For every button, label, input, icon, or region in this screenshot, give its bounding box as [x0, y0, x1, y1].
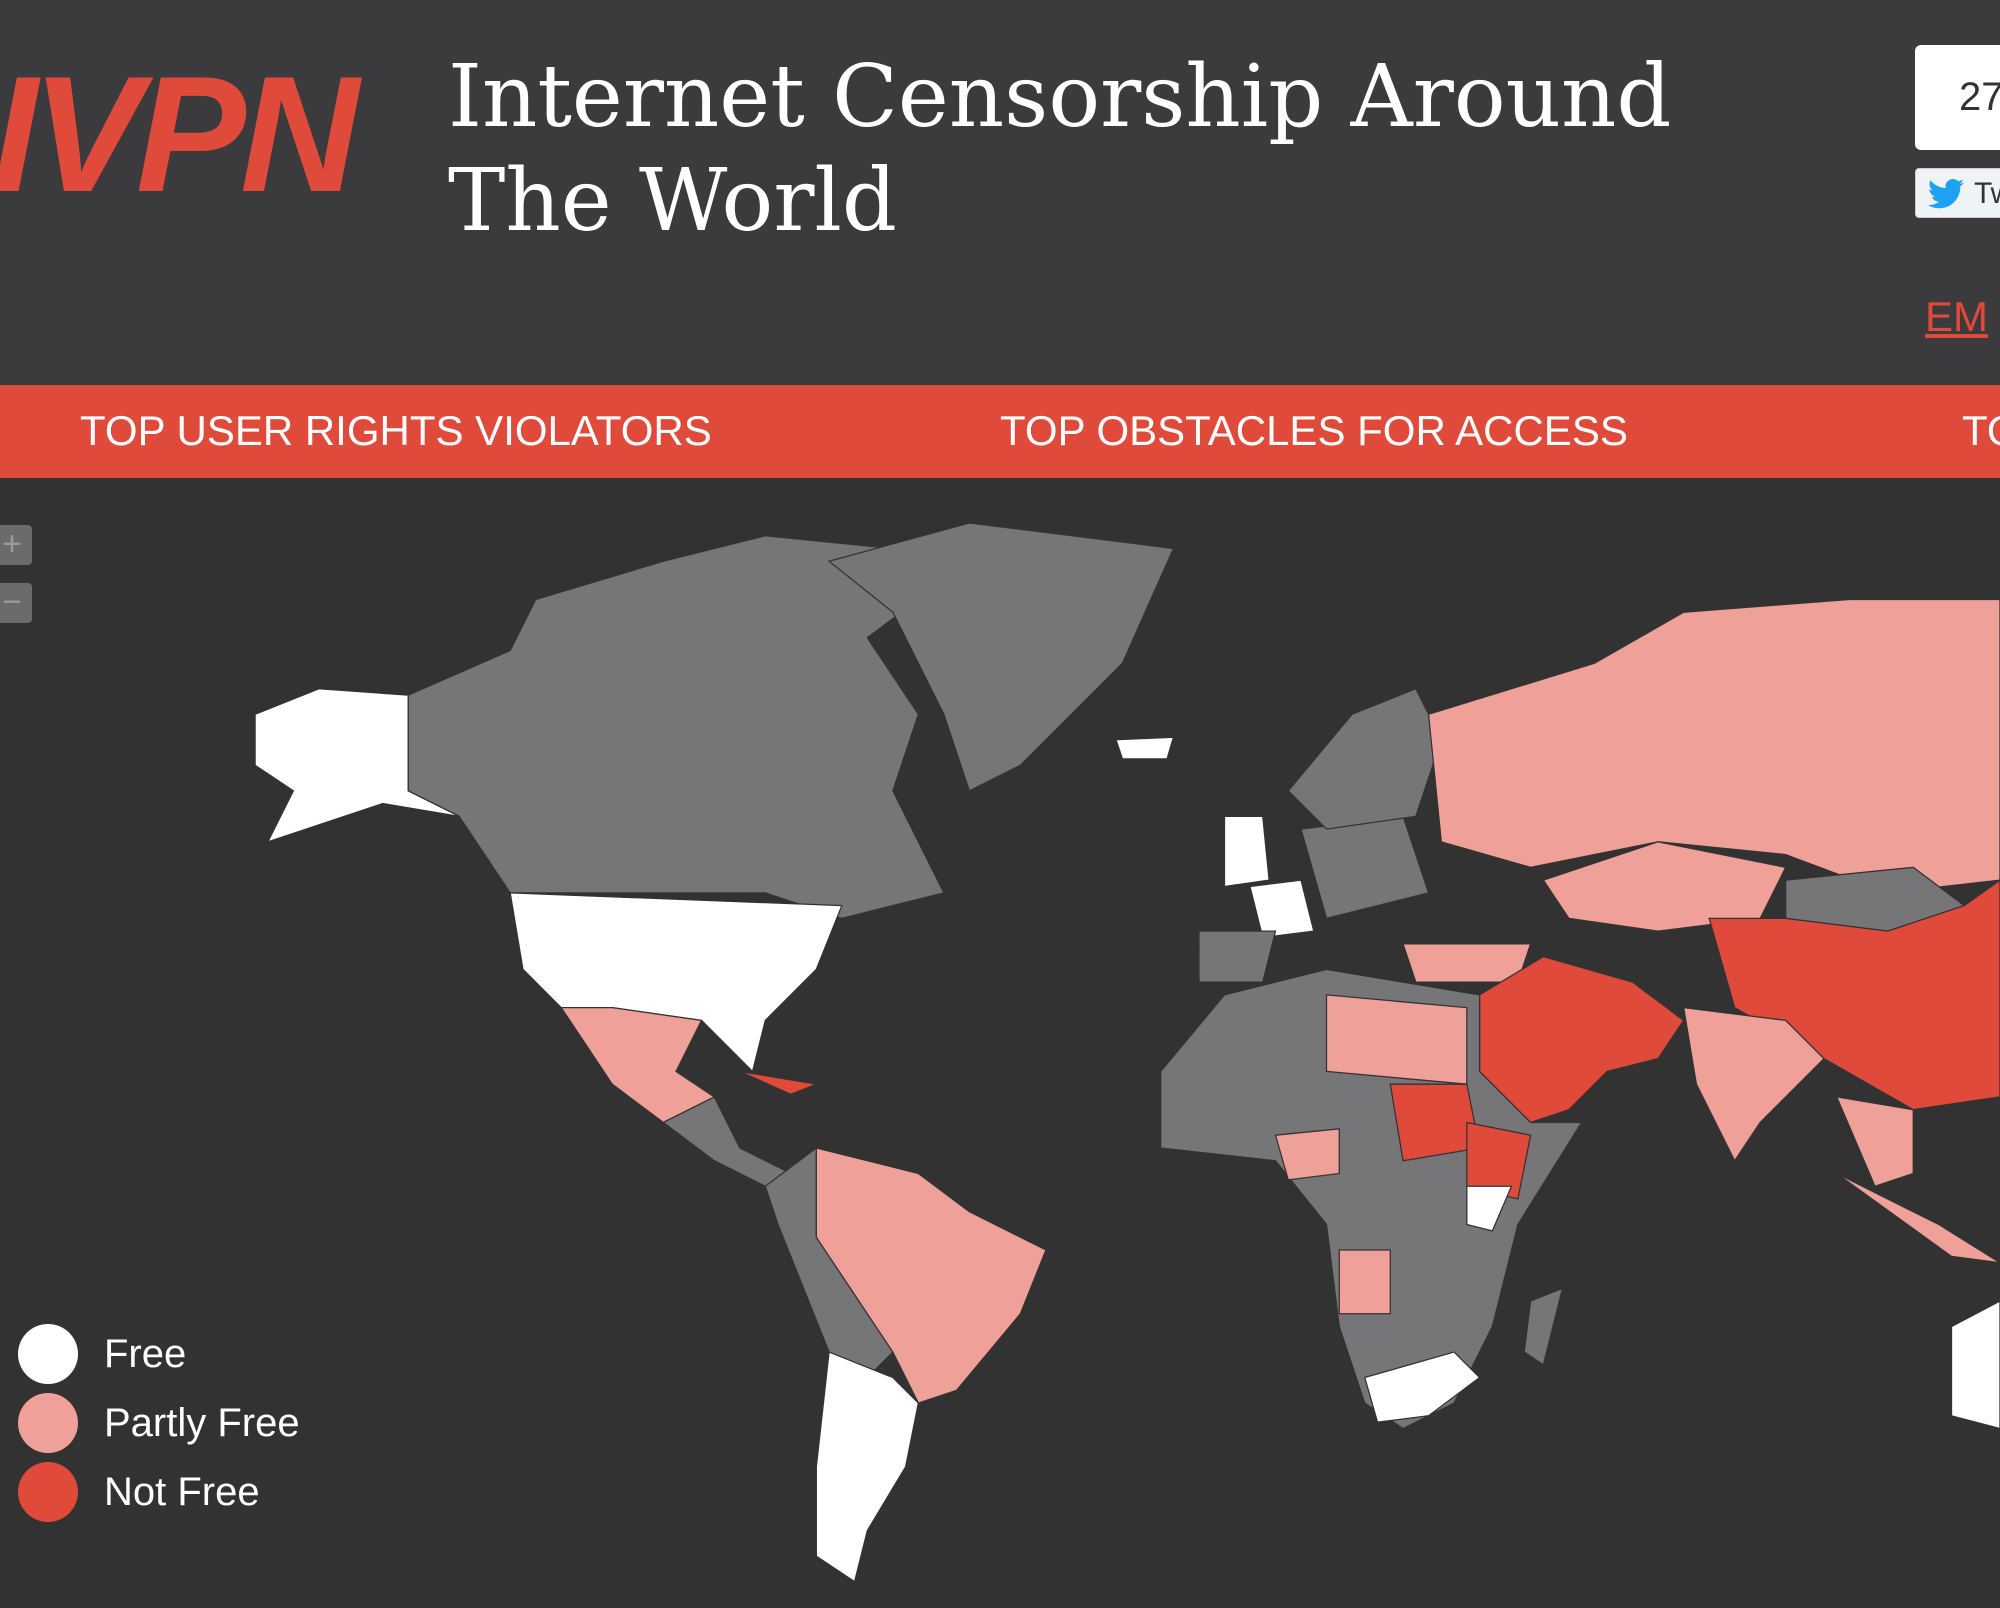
- country[interactable]: [1478, 955, 1685, 1124]
- country[interactable]: [1950, 1300, 2000, 1430]
- nav-link[interactable]: TO: [1962, 407, 2000, 454]
- country[interactable]: [1287, 687, 1443, 830]
- page-title: Internet Censorship Around The World: [448, 47, 1672, 251]
- legend-swatch: [18, 1462, 78, 1522]
- country[interactable]: [560, 1007, 716, 1124]
- country[interactable]: [1160, 968, 1583, 1430]
- country[interactable]: [1198, 930, 1277, 983]
- tweet-button[interactable]: Tw: [1915, 168, 2000, 218]
- zoom-out[interactable]: −: [0, 583, 32, 623]
- legend-label: Partly Free: [104, 1401, 300, 1445]
- country[interactable]: [1115, 736, 1175, 760]
- country[interactable]: [1274, 1128, 1340, 1181]
- share-count[interactable]: 27: [1915, 45, 2000, 150]
- country[interactable]: [1338, 1249, 1391, 1315]
- logo[interactable]: IVPN: [0, 42, 359, 226]
- country[interactable]: [827, 522, 1175, 792]
- nav-link[interactable]: TOP USER RIGHTS VIOLATORS: [80, 407, 712, 454]
- country[interactable]: [1466, 1185, 1513, 1232]
- country[interactable]: [1466, 1121, 1532, 1200]
- email-link[interactable]: EM: [1925, 293, 1988, 340]
- country[interactable]: [1300, 815, 1430, 920]
- country[interactable]: [1223, 815, 1270, 888]
- header: IVPN Internet Censorship Around The Worl…: [0, 0, 2000, 385]
- zoom-in[interactable]: +: [0, 525, 32, 565]
- legend-label: Free: [104, 1332, 187, 1376]
- country[interactable]: [815, 1147, 1047, 1404]
- country[interactable]: [509, 892, 843, 1073]
- country[interactable]: [1363, 1351, 1481, 1423]
- country[interactable]: [1427, 598, 2000, 894]
- country[interactable]: [254, 688, 460, 843]
- country[interactable]: [1249, 879, 1315, 939]
- legend-swatch: [18, 1393, 78, 1453]
- country[interactable]: [407, 535, 945, 920]
- country[interactable]: [1523, 1287, 1564, 1366]
- legend-swatch: [18, 1324, 78, 1384]
- legend-label: Not Free: [104, 1470, 260, 1514]
- twitter-icon: [1928, 179, 1964, 209]
- country[interactable]: [1682, 1006, 1825, 1162]
- tweet-label: Tw: [1974, 177, 2000, 210]
- country[interactable]: [815, 1351, 920, 1583]
- country[interactable]: [739, 1070, 819, 1096]
- country[interactable]: [1836, 1172, 2000, 1264]
- nav-bar: TOP USER RIGHTS VIOLATORS TOP OBSTACLES …: [0, 385, 2000, 478]
- nav-link[interactable]: TOP OBSTACLES FOR ACCESS: [1000, 407, 1628, 454]
- country[interactable]: [1325, 994, 1468, 1085]
- country[interactable]: [1835, 1096, 1914, 1188]
